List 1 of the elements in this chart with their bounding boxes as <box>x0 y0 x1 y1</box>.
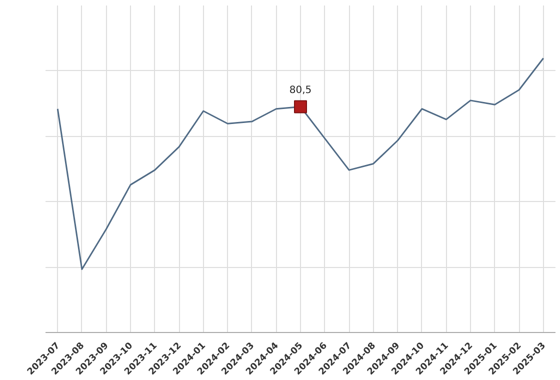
annotation: 80,5 <box>289 84 312 96</box>
